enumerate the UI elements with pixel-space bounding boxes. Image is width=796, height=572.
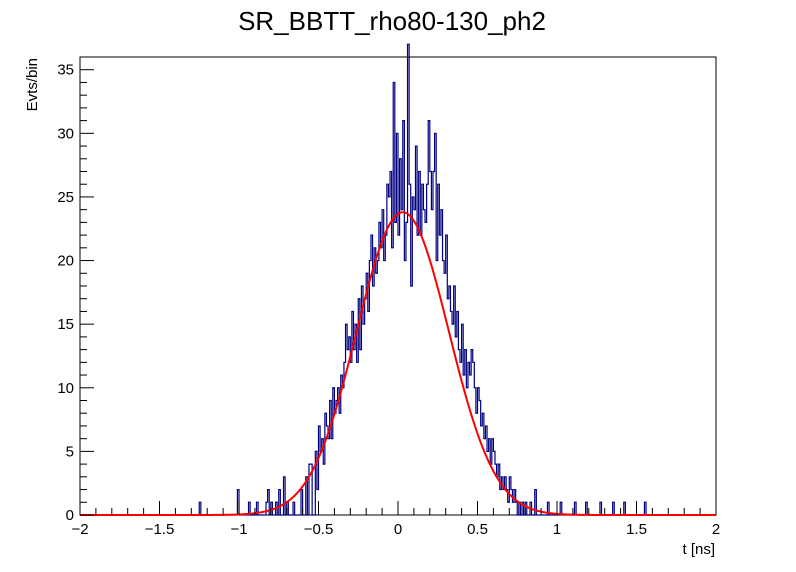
histogram-line	[80, 43, 716, 516]
y-tick-label: 35	[57, 62, 74, 79]
x-tick-label: 0.5	[467, 521, 488, 538]
y-axis-label: Evts/bin	[24, 58, 41, 111]
chart-title: SR_BBTT_rho80-130_ph2	[238, 6, 546, 36]
x-tick-label: −0.5	[304, 521, 334, 538]
y-tick-label: 5	[66, 443, 74, 460]
gaussian-fit-line	[80, 211, 716, 516]
y-tick-label: 10	[57, 380, 74, 397]
gaussian-fit-series	[80, 211, 716, 516]
y-tick-label: 0	[66, 507, 74, 524]
y-tick-label: 20	[57, 253, 74, 270]
x-tick-label: 1	[553, 521, 561, 538]
plot-frame	[79, 56, 717, 516]
x-axis-label: t [ns]	[682, 541, 715, 558]
x-axis-ticks: −2 −1.5 −1 −0.5 0 0.5 1 1.5 2	[71, 501, 720, 538]
x-tick-label: 1.5	[626, 521, 647, 538]
x-tick-label: 0	[394, 521, 402, 538]
histogram-series	[80, 43, 716, 516]
y-tick-label: 25	[57, 189, 74, 206]
x-tick-label: −1.5	[145, 521, 175, 538]
x-tick-label: −1	[230, 521, 247, 538]
x-tick-label: −2	[71, 521, 88, 538]
y-tick-label: 30	[57, 125, 74, 142]
y-tick-label: 15	[57, 316, 74, 333]
plot-area-border	[79, 56, 717, 516]
y-axis-ticks: 0 5 10 15 20 25 30 35	[57, 56, 94, 524]
x-tick-label: 2	[712, 521, 720, 538]
